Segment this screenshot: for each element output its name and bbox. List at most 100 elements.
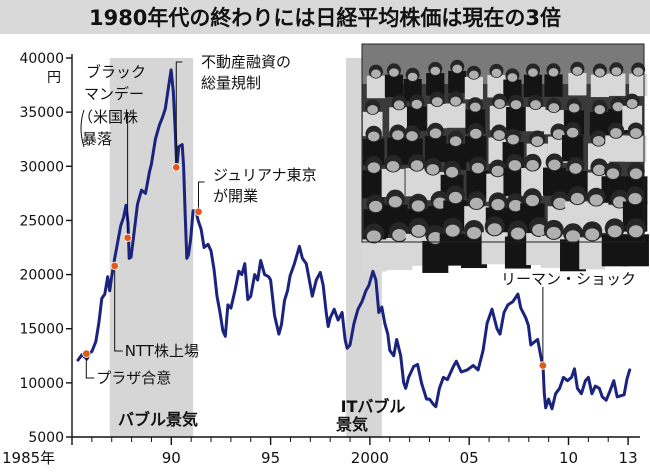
julianas-label-line-2: が開業 (213, 187, 258, 205)
y-tick-label: 30000 (19, 159, 64, 175)
y-axis: 円 5000 10000 15000 20000 25000 30000 35000 4000… (19, 51, 73, 446)
photo-person-body (506, 106, 526, 132)
photo-person-body (424, 135, 447, 163)
photo-person-face (592, 135, 605, 146)
blackmonday-label-line-3: （米国株 (78, 108, 138, 126)
photo-person-face (491, 68, 502, 78)
photo-person-face (469, 197, 484, 209)
photo-person-body (381, 168, 405, 198)
event-marker-blackmonday (123, 233, 132, 242)
photo-person-face (445, 166, 459, 178)
shaded-period-1 (109, 58, 194, 437)
photo-person-face (491, 165, 504, 177)
photo-person-face (493, 130, 505, 141)
photo-person-body (466, 170, 490, 199)
photo-person-face (507, 134, 519, 145)
photo-person-face (628, 225, 643, 238)
photo-person-body (481, 232, 508, 265)
x-tick-label: 2000 (351, 449, 389, 467)
y-unit-label: 円 (47, 70, 61, 86)
photo-person-body (625, 135, 647, 162)
photo-person-face (589, 194, 603, 206)
y-tick-label: 5000 (28, 430, 64, 446)
y-tick-label: 15000 (19, 322, 64, 338)
julianas-leader (198, 181, 205, 212)
photo-person-body (590, 74, 609, 98)
series-line-1 (76, 68, 632, 411)
y-tick-label: 35000 (19, 105, 64, 121)
photo-person-face (510, 227, 525, 240)
event-marker-sodoryo (172, 163, 181, 172)
photo-person-face (507, 73, 518, 82)
photo-person-face (607, 225, 622, 238)
photo-person-face (470, 128, 482, 139)
photo-person-face (452, 64, 463, 74)
lehman-label: リーマン・ショック (501, 270, 636, 288)
photo-person-body (448, 70, 467, 94)
photo-person-face (386, 161, 400, 172)
photo-person-body (503, 168, 527, 197)
photo-person-body (568, 73, 587, 96)
x-tick-label: 90 (162, 449, 181, 467)
x-tick-label: 1985年 (2, 449, 55, 467)
photo-person-body (464, 76, 483, 100)
photo-person-face (406, 131, 418, 141)
photo-person-face (629, 168, 643, 179)
series-group (76, 68, 632, 411)
photo-person-face (594, 68, 605, 77)
photo-person-face (431, 97, 443, 107)
photo-person-face (633, 67, 644, 76)
photo-person-face (593, 164, 606, 176)
photo-person-body (561, 135, 584, 162)
photo-person-body (544, 74, 563, 97)
y-tick-label: 20000 (19, 268, 64, 284)
photo-person-face (552, 129, 565, 140)
photo-person-body (406, 106, 427, 131)
photo-person-body (607, 73, 626, 96)
photo-person-body (427, 103, 448, 129)
sodoryo-label-line-2: 総量規制 (201, 74, 261, 92)
photo-person-body (622, 234, 649, 267)
photo-person-face (411, 99, 423, 109)
photo-person-face (410, 160, 424, 171)
photo-person-face (628, 193, 642, 205)
photo-person-body (487, 75, 506, 98)
photo-person-face (487, 223, 502, 236)
photo-person-face (411, 224, 426, 237)
event-marker-plaza (82, 349, 91, 358)
photo-person-face (546, 226, 561, 239)
chart-title: 1980年代の終わりには日経平均株価は現在の3倍 (89, 6, 561, 30)
photo-person-face (411, 200, 425, 212)
photo-person-face (553, 197, 567, 210)
photo-person-face (469, 102, 481, 112)
photo-person-face (392, 228, 407, 241)
event-marker-lehman (538, 361, 548, 370)
photo-person-face (532, 224, 547, 237)
photo-person-face (569, 163, 582, 174)
plaza-label: プラザ合意 (96, 369, 171, 387)
it-bubble-label-line1: ITバブル (341, 397, 406, 416)
title-band (0, 0, 650, 34)
photo-person-face (525, 194, 539, 207)
photo-person-body (521, 167, 545, 197)
photo-person-face (531, 136, 544, 147)
photo-person-body (465, 136, 487, 163)
photo-person-face (568, 103, 580, 113)
plaza-leader (85, 353, 95, 379)
blackmonday-bracket (80, 109, 85, 148)
photo-person-face (610, 128, 622, 138)
x-tick-label: 10 (559, 449, 578, 467)
photo-person-face (548, 103, 560, 113)
x-tick-label: 13 (619, 449, 638, 467)
photo-person-face (626, 98, 638, 109)
photo-person-face (491, 199, 505, 211)
photo-person-face (393, 100, 405, 110)
photo-person-face (450, 96, 461, 106)
photo-person-face (528, 68, 538, 77)
photo-person-face (468, 70, 479, 80)
photo-person-face (630, 128, 642, 139)
photo-person-face (392, 130, 404, 141)
photo-person-face (467, 227, 482, 240)
